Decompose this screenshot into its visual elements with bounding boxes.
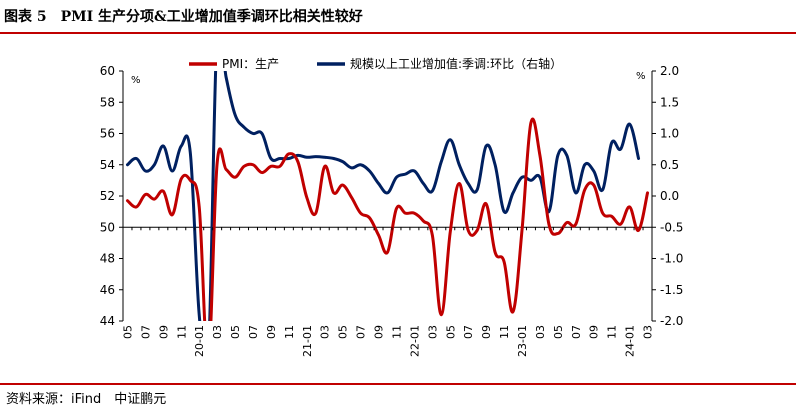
x-tick-label: 11 <box>283 325 296 339</box>
left-tick-label: 56 <box>100 127 115 141</box>
x-tick-label: 05 <box>337 325 350 339</box>
right-tick-label: 0.5 <box>660 158 679 172</box>
right-tick-label: 1.5 <box>660 95 679 109</box>
series-line-industrial-output <box>125 71 641 321</box>
left-unit-label: % <box>131 75 141 86</box>
x-tick-label: 03 <box>642 325 655 339</box>
left-tick-label: 60 <box>100 64 115 78</box>
left-tick-label: 46 <box>100 283 115 297</box>
series-layer <box>125 71 650 321</box>
x-tick-label: 24-01 <box>624 325 637 357</box>
x-tick-label: 07 <box>355 325 368 339</box>
bottom-rule <box>0 383 796 385</box>
right-tick-label: 2.0 <box>660 64 679 78</box>
x-tick-label: 05 <box>444 325 457 339</box>
right-tick-label: -1.0 <box>660 252 683 266</box>
legend-label-pmi: PMI：生产 <box>222 57 279 71</box>
x-tick-label: 21-01 <box>301 325 314 357</box>
left-tick-label: 50 <box>100 220 115 234</box>
x-tick-label: 05 <box>229 325 242 339</box>
left-tick-label: 54 <box>100 158 115 172</box>
x-tick-label: 03 <box>211 325 224 339</box>
ticks-layer: 44 46 48 50 52 54 56 58 60 -2.0 -1.5 -1.0 -0.5 0.0 0.5… <box>100 64 684 357</box>
x-tick-label: 09 <box>265 325 278 339</box>
left-tick-label: 48 <box>100 252 115 266</box>
figure-title: 图表 5 PMI 生产分项&工业增加值季调环比相关性较好 <box>4 9 363 25</box>
x-tick-label: 05 <box>121 325 134 339</box>
x-tick-label: 03 <box>534 325 547 339</box>
source-note: 资料来源：iFind 中证鹏元 <box>6 392 167 407</box>
right-tick-label: -1.5 <box>660 283 683 297</box>
right-tick-label: -2.0 <box>660 314 683 328</box>
x-tick-label: 09 <box>373 325 386 339</box>
left-tick-label: 52 <box>100 189 115 203</box>
x-tick-label: 23-01 <box>516 325 529 357</box>
x-tick-label: 11 <box>175 325 188 339</box>
x-tick-label: 07 <box>247 325 260 339</box>
right-unit-label: % <box>636 71 646 82</box>
x-tick-label: 11 <box>606 325 619 339</box>
series-line-pmi-production <box>125 117 650 321</box>
x-tick-label: 11 <box>498 325 511 339</box>
right-tick-label: -0.5 <box>660 220 683 234</box>
left-tick-label: 58 <box>100 95 115 109</box>
x-tick-label: 22-01 <box>408 325 421 357</box>
x-tick-label: 11 <box>390 325 403 339</box>
x-tick-label: 07 <box>139 325 152 339</box>
x-tick-label: 09 <box>588 325 601 339</box>
right-tick-label: 1.0 <box>660 127 679 141</box>
x-tick-label: 07 <box>570 325 583 339</box>
x-tick-label: 03 <box>426 325 439 339</box>
x-tick-label: 09 <box>157 325 170 339</box>
x-tick-label: 05 <box>552 325 565 339</box>
legend: PMI：生产 规模以上工业增加值:季调:环比（右轴） <box>189 56 562 71</box>
x-tick-label: 20-01 <box>193 325 206 357</box>
x-tick-label: 07 <box>462 325 475 339</box>
left-tick-label: 44 <box>100 314 115 328</box>
right-tick-label: 0.0 <box>660 189 679 203</box>
x-tick-label: 03 <box>319 325 332 339</box>
x-tick-label: 09 <box>480 325 493 339</box>
legend-label-industrial: 规模以上工业增加值:季调:环比（右轴） <box>350 56 562 71</box>
top-rule <box>0 32 796 34</box>
